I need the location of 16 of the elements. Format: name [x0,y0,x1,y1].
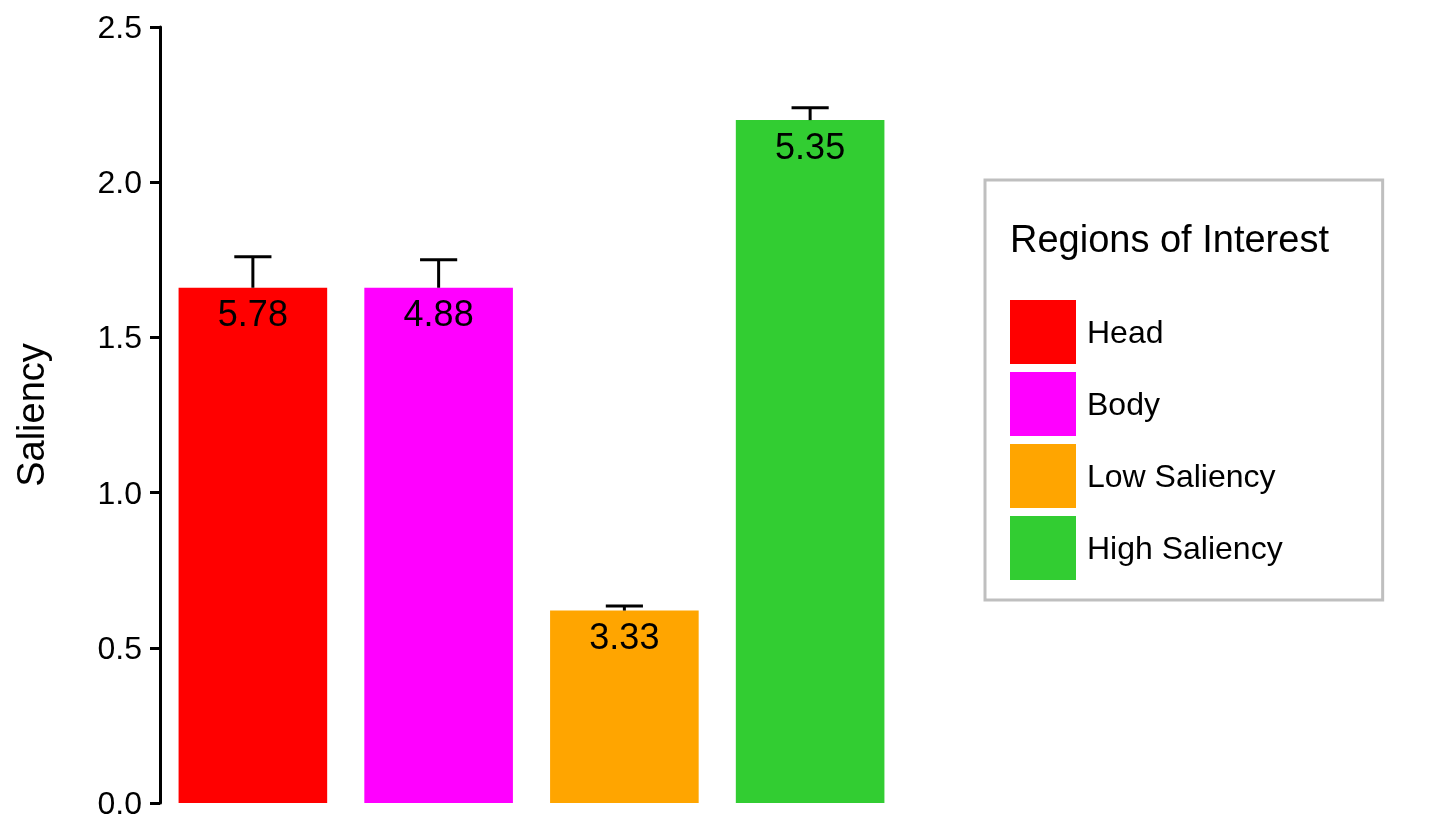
legend-label: Head [1087,314,1164,350]
legend-label: High Saliency [1087,530,1283,566]
legend-label: Body [1087,386,1160,422]
legend-label: Low Saliency [1087,458,1276,494]
y-tick-label: 0.5 [97,629,142,666]
y-tick-label: 0.0 [97,785,142,821]
y-tick-label: 2.0 [97,164,142,201]
annotation: 5.78 [217,293,288,335]
y-tick-label: 1.5 [97,319,142,356]
y-tick-label: 1.0 [97,474,142,511]
y-axis-title: Saliency [10,343,52,487]
legend-title: Regions of Interest [1010,218,1330,260]
annotation: 3.33 [589,616,660,658]
annotation: 5.35 [775,125,846,167]
annotation: 4.88 [403,293,474,335]
y-tick-label: 2.5 [97,9,142,45]
